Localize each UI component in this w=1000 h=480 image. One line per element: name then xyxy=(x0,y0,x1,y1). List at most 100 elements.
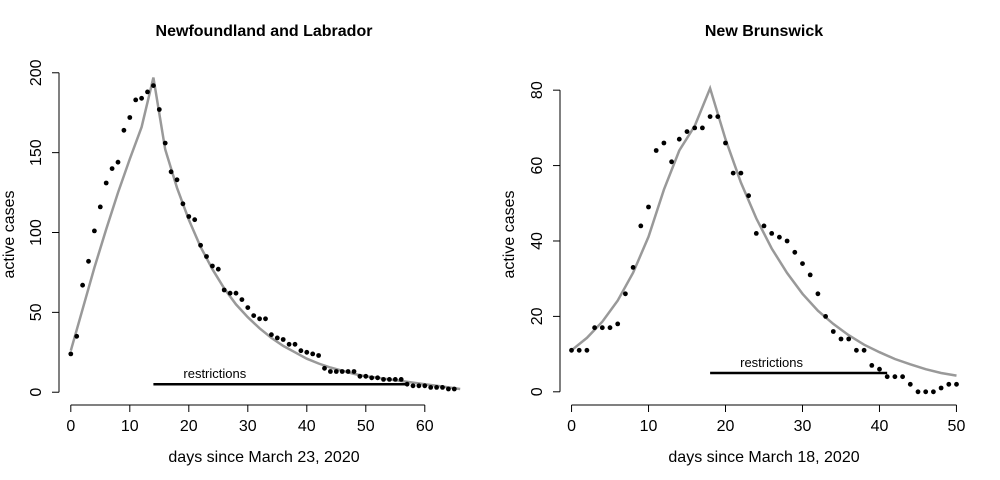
data-point xyxy=(599,325,605,331)
data-point xyxy=(121,127,127,133)
model-fit-line xyxy=(570,84,957,377)
data-point xyxy=(86,258,91,264)
data-point xyxy=(298,348,304,354)
x-tick-label: 20 xyxy=(717,418,735,435)
y-tick-label: 0 xyxy=(529,387,546,396)
data-point xyxy=(162,140,168,146)
data-point xyxy=(428,385,434,390)
data-point xyxy=(316,353,321,358)
data-point xyxy=(584,347,590,353)
restrictions-label: restrictions xyxy=(183,366,246,381)
x-tick-label: 60 xyxy=(416,418,434,435)
data-point xyxy=(404,381,410,387)
x-tick-label: 50 xyxy=(948,418,966,435)
data-point xyxy=(676,136,682,142)
data-point xyxy=(723,140,728,146)
data-point xyxy=(440,385,445,390)
data-point xyxy=(392,377,398,382)
x-tick-label: 40 xyxy=(871,418,889,435)
restrictions-label: restrictions xyxy=(740,355,803,370)
data-point xyxy=(931,389,936,395)
data-point xyxy=(381,377,386,382)
data-point xyxy=(357,373,363,379)
data-point xyxy=(351,369,357,374)
data-point xyxy=(646,204,651,210)
y-axis-label: active cases xyxy=(1,190,18,278)
data-point xyxy=(815,291,821,297)
data-point xyxy=(345,369,351,374)
data-point xyxy=(375,375,380,381)
chart-title: Newfoundland and Labrador xyxy=(156,23,373,40)
data-point xyxy=(192,217,198,223)
data-point xyxy=(369,375,375,381)
data-point xyxy=(592,325,597,331)
y-tick-label: 200 xyxy=(28,59,45,86)
data-point xyxy=(954,381,959,387)
data-point xyxy=(416,383,422,389)
data-point xyxy=(239,297,245,302)
model-fit-line xyxy=(69,77,461,391)
data-point xyxy=(292,341,298,347)
data-point xyxy=(730,170,736,176)
y-tick-label: 20 xyxy=(529,307,546,325)
data-point xyxy=(569,347,574,353)
data-point xyxy=(221,287,227,293)
data-point xyxy=(623,291,628,297)
x-axis-label: days since March 23, 2020 xyxy=(168,449,359,466)
data-point xyxy=(387,377,392,382)
data-point xyxy=(738,170,744,176)
x-tick-label: 30 xyxy=(239,418,257,435)
data-point xyxy=(322,365,327,371)
data-point xyxy=(333,369,339,374)
data-point xyxy=(310,351,316,357)
data-point xyxy=(777,234,782,240)
data-point xyxy=(245,305,251,310)
x-tick-label: 40 xyxy=(298,418,316,435)
data-point xyxy=(233,290,239,296)
data-point xyxy=(715,114,721,119)
x-tick-label: 0 xyxy=(567,418,576,435)
data-point xyxy=(204,254,209,259)
data-point xyxy=(877,366,882,372)
data-point xyxy=(792,249,798,255)
y-tick-label: 80 xyxy=(529,81,546,99)
data-point xyxy=(145,89,150,95)
data-point xyxy=(269,332,274,338)
x-tick-label: 0 xyxy=(66,418,75,435)
data-point xyxy=(900,374,905,380)
data-point xyxy=(846,336,852,342)
data-point xyxy=(869,363,875,368)
data-point xyxy=(630,265,636,270)
data-point xyxy=(398,377,404,382)
x-tick-label: 30 xyxy=(794,418,812,435)
data-point xyxy=(653,148,659,153)
data-point xyxy=(700,125,705,131)
data-point xyxy=(210,263,215,269)
data-point xyxy=(103,180,109,186)
data-point xyxy=(769,231,775,236)
data-point xyxy=(215,266,221,272)
data-point xyxy=(328,369,333,374)
data-point xyxy=(451,386,457,392)
data-point xyxy=(304,349,310,355)
data-point xyxy=(915,389,921,395)
data-point xyxy=(80,282,85,288)
data-point xyxy=(422,383,428,389)
data-point xyxy=(923,389,929,395)
x-tick-label: 50 xyxy=(357,418,375,435)
data-point xyxy=(661,140,667,146)
data-point xyxy=(198,242,204,248)
data-point xyxy=(938,385,944,391)
data-point xyxy=(186,214,192,219)
data-point xyxy=(823,314,828,319)
y-tick-label: 60 xyxy=(529,157,546,175)
data-point xyxy=(838,336,844,342)
data-point xyxy=(74,333,80,339)
x-tick-label: 10 xyxy=(640,418,658,435)
data-point xyxy=(800,261,805,266)
data-point xyxy=(607,325,613,331)
data-point xyxy=(892,374,898,380)
data-point xyxy=(784,238,790,244)
y-tick-label: 50 xyxy=(28,303,45,321)
